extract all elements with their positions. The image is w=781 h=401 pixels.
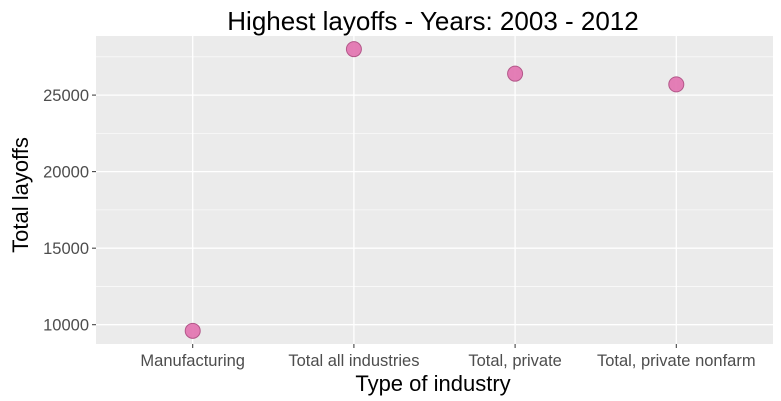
- data-points: [184, 41, 685, 339]
- y-axis-title: Total layoffs: [8, 137, 33, 253]
- x-tick-label: Manufacturing: [140, 352, 245, 370]
- data-point: [668, 76, 685, 93]
- minor-gridlines: [96, 56, 773, 287]
- data-point: [345, 41, 362, 58]
- x-axis-title: Type of industry: [355, 371, 510, 396]
- y-tick-label: 10000: [43, 317, 89, 335]
- x-tick-label: Total all industries: [288, 352, 419, 370]
- x-axis: Manufacturing Total all industries Total, …: [140, 344, 756, 370]
- y-tick-label: 20000: [43, 164, 89, 182]
- x-tick-label: Total, private: [468, 352, 562, 370]
- data-point: [184, 322, 201, 339]
- data-point: [507, 65, 524, 82]
- y-axis: 10000 15000 20000 25000: [43, 87, 96, 335]
- major-gridlines: [96, 36, 773, 344]
- y-tick-label: 15000: [43, 240, 89, 258]
- x-tick-label: Total, private nonfarm: [597, 352, 756, 370]
- plot-panel: [96, 36, 773, 344]
- chart-title: Highest layoffs - Years: 2003 - 2012: [227, 6, 638, 36]
- y-tick-label: 25000: [43, 87, 89, 105]
